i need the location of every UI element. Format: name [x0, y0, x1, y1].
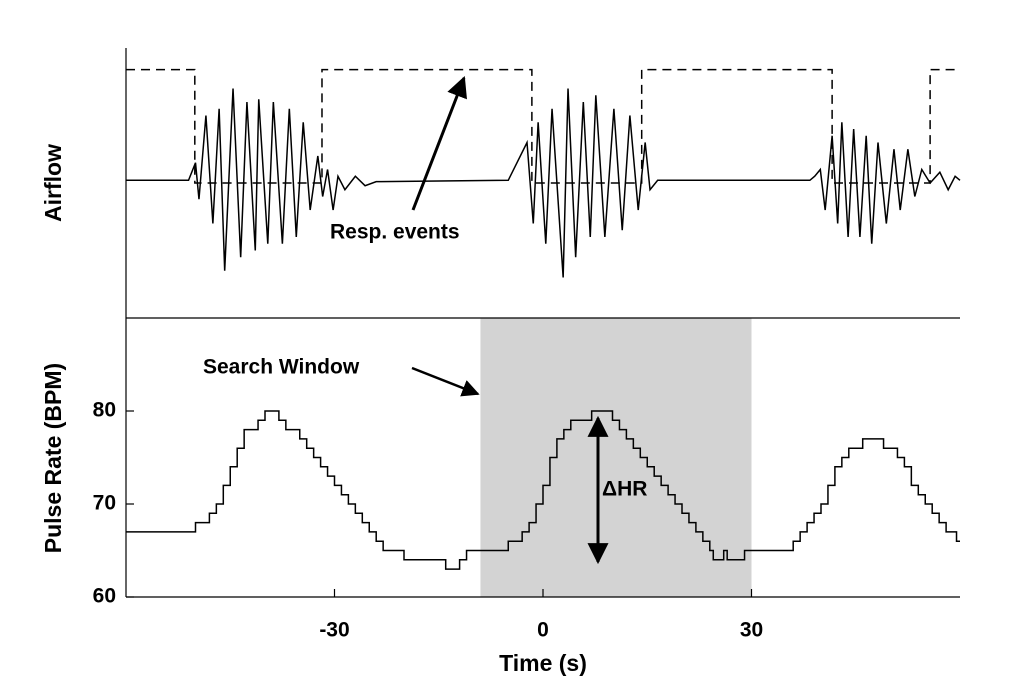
- y-tick-label: 80: [93, 399, 116, 422]
- x-tick-label: 0: [537, 619, 549, 642]
- annotation-arrow: [411, 76, 467, 211]
- y-tick-label: 70: [93, 492, 116, 515]
- series-line: [126, 88, 961, 278]
- y-axis-label: Pulse Rate (BPM): [40, 363, 66, 553]
- annotation: ΔHR: [602, 478, 647, 501]
- y-tick-label: 60: [93, 585, 116, 608]
- y-axis-label: Airflow: [40, 144, 66, 222]
- series-line: [126, 410, 960, 570]
- shade-layer: [480, 318, 752, 597]
- x-axis-label: Time (s): [499, 650, 587, 676]
- plot-layer: 60 70 80 -30 0 30: [93, 48, 961, 642]
- search-window: [480, 318, 752, 597]
- annotation: Resp. events: [330, 221, 460, 244]
- annotation: Search Window: [203, 356, 360, 379]
- x-tick-label: 30: [740, 619, 763, 642]
- annotation-arrow: [411, 366, 480, 397]
- series-line: [126, 68, 960, 184]
- x-tick-label: -30: [319, 619, 349, 642]
